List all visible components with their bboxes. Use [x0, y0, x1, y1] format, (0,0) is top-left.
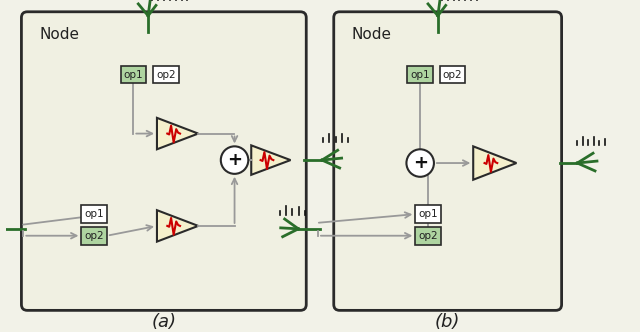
Text: op2: op2: [84, 231, 104, 241]
Text: +: +: [413, 154, 428, 172]
FancyBboxPatch shape: [153, 66, 179, 83]
FancyBboxPatch shape: [333, 12, 562, 310]
Polygon shape: [473, 146, 516, 180]
Text: Node: Node: [39, 27, 79, 42]
Polygon shape: [157, 210, 198, 242]
FancyBboxPatch shape: [81, 227, 107, 245]
Text: op2: op2: [443, 70, 463, 80]
Text: op1: op1: [418, 209, 438, 219]
Text: (b): (b): [435, 313, 460, 331]
FancyBboxPatch shape: [415, 205, 441, 223]
FancyBboxPatch shape: [415, 227, 441, 245]
FancyBboxPatch shape: [408, 66, 433, 83]
Text: op2: op2: [156, 70, 175, 80]
Text: (a): (a): [151, 313, 177, 331]
Text: op1: op1: [410, 70, 430, 80]
Polygon shape: [157, 118, 198, 149]
FancyBboxPatch shape: [21, 12, 307, 310]
FancyBboxPatch shape: [120, 66, 146, 83]
FancyBboxPatch shape: [440, 66, 465, 83]
Polygon shape: [252, 145, 291, 175]
Circle shape: [406, 149, 434, 177]
Circle shape: [221, 146, 248, 174]
Text: op1: op1: [124, 70, 143, 80]
Text: Node: Node: [351, 27, 392, 42]
FancyBboxPatch shape: [81, 205, 107, 223]
Text: op1: op1: [84, 209, 104, 219]
Text: +: +: [227, 151, 242, 169]
Text: op2: op2: [418, 231, 438, 241]
